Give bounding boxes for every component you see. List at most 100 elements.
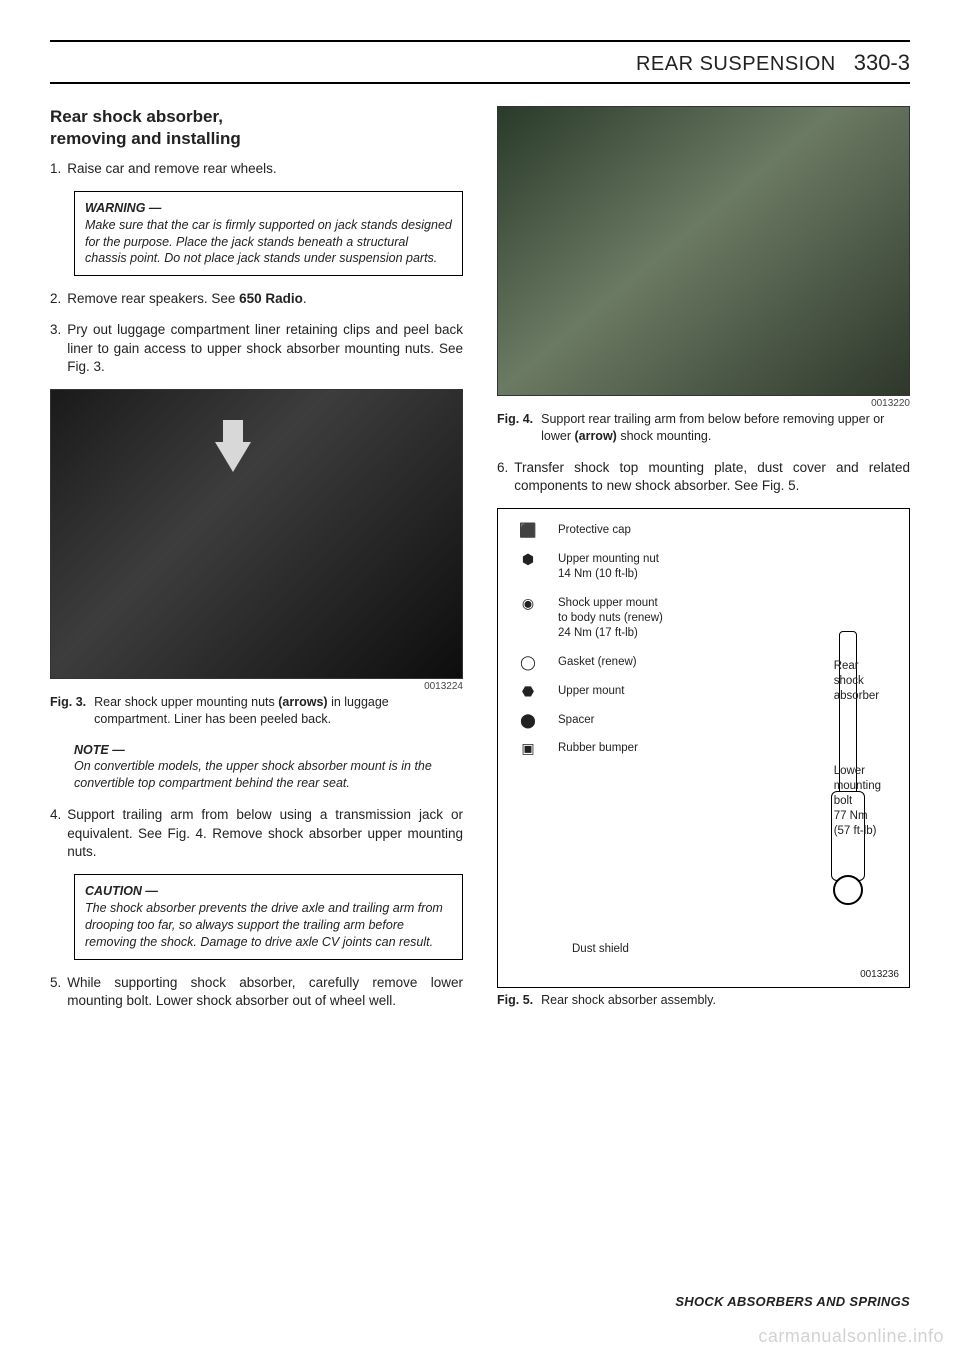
step-text: Pry out luggage compartment liner retain… [67,321,463,377]
fig5-diagram: ⬛ Protective cap ⬢ Upper mounting nut 14… [497,508,910,988]
fig4-text-c: shock mounting. [617,429,712,443]
fig5-text: Rear shock absorber assembly. [541,992,910,1009]
step2-text-a: Remove rear speakers. See [67,291,239,306]
label-rear-shock: Rear shock absorber [834,659,881,704]
label-text: mounting [834,780,881,792]
gasket-icon: ◯ [510,653,546,671]
cap-icon: ⬛ [510,521,546,539]
label-text: Gasket (renew) [558,656,637,668]
fig3-number: Fig. 3. [50,694,86,728]
fig4-caption: Fig. 4. Support rear trailing arm from b… [497,411,910,445]
label-text: 14 Nm (10 ft-lb) [558,568,638,580]
fig3-text: Rear shock upper mounting nuts (arrows) … [94,694,463,728]
label-text: shock [834,675,864,687]
label-dust-shield: Dust shield [572,942,629,957]
step-text: Transfer shock top mounting plate, dust … [514,459,910,496]
fig4-text: Support rear trailing arm from below bef… [541,411,910,445]
step-text: Support trailing arm from below using a … [67,806,463,862]
label-text: Upper mount [558,685,624,697]
mount-icon: ◉ [510,594,546,612]
label-text: bolt [834,795,853,807]
label-upper-nut: ⬢ Upper mounting nut 14 Nm (10 ft-lb) [558,552,748,582]
step-number: 6. [497,459,508,496]
label-text: (57 ft-lb) [834,825,877,837]
uppermount-icon: ⬣ [510,682,546,700]
manual-page: REAR SUSPENSION 330-3 Rear shock absorbe… [0,0,960,1357]
step-number: 5. [50,974,61,1011]
left-column: Rear shock absorber, removing and instal… [50,106,463,1023]
label-upper-mount2: ⬣ Upper mount [558,684,748,699]
arrow-down-icon [215,442,251,472]
heading-line1: Rear shock absorber, [50,107,223,126]
heading-line2: removing and installing [50,129,241,148]
warning-label: WARNING — [85,200,452,217]
label-text: Protective cap [558,524,631,536]
label-gasket: ◯ Gasket (renew) [558,655,748,670]
caution-label: CAUTION — [85,883,452,900]
step-1: 1. Raise car and remove rear wheels. [50,160,463,179]
note-body: On convertible models, the upper shock a… [74,758,463,792]
right-column: 0013220 Fig. 4. Support rear trailing ar… [497,106,910,1023]
label-text: Lower [834,765,865,777]
footer-section-label: SHOCK ABSORBERS AND SPRINGS [675,1294,910,1309]
label-rubber-bumper: ▣ Rubber bumper [558,741,748,756]
step-number: 4. [50,806,61,862]
procedure-heading: Rear shock absorber, removing and instal… [50,106,463,150]
step-text: Raise car and remove rear wheels. [67,160,463,179]
label-text: to body nuts (renew) [558,612,663,624]
fig3-text-a: Rear shock upper mounting nuts [94,695,278,709]
step2-ref: 650 Radio [239,291,303,306]
photo4-id: 0013220 [497,398,910,409]
step-2: 2. Remove rear speakers. See 650 Radio. [50,290,463,309]
step-5: 5. While supporting shock absorber, care… [50,974,463,1011]
fig3-caption: Fig. 3. Rear shock upper mounting nuts (… [50,694,463,728]
fig4-arrow: (arrow) [574,429,616,443]
step-number: 2. [50,290,61,309]
label-text: absorber [834,690,879,702]
label-text: Shock upper mount [558,597,658,609]
label-text: 77 Nm [834,810,868,822]
step2-text-c: . [303,291,307,306]
warning-box: WARNING — Make sure that the car is firm… [74,191,463,277]
step-text: While supporting shock absorber, careful… [67,974,463,1011]
fig5-caption: Fig. 5. Rear shock absorber assembly. [497,992,910,1009]
watermark: carmanualsonline.info [758,1326,944,1347]
label-text: Rubber bumper [558,742,638,754]
label-text: 24 Nm (17 ft-lb) [558,627,638,639]
label-spacer: ⬤ Spacer [558,713,748,728]
diagram-right-labels: Rear shock absorber Lower mounting bolt … [834,659,881,899]
fig3-arrows: (arrows) [278,695,327,709]
label-text: Upper mounting nut [558,553,659,565]
diagram-id: 0013236 [860,968,899,981]
fig4-number: Fig. 4. [497,411,533,445]
step-6: 6. Transfer shock top mounting plate, du… [497,459,910,496]
content-columns: Rear shock absorber, removing and instal… [50,106,910,1023]
caution-box: CAUTION — The shock absorber prevents th… [74,874,463,960]
page-header: REAR SUSPENSION 330-3 [50,50,910,84]
label-lower-bolt: Lower mounting bolt 77 Nm (57 ft-lb) [834,764,881,839]
label-upper-mount: ◉ Shock upper mount to body nuts (renew)… [558,596,748,641]
step-4: 4. Support trailing arm from below using… [50,806,463,862]
header-page-number: 330-3 [854,50,910,76]
label-protective-cap: ⬛ Protective cap [558,523,748,538]
fig5-number: Fig. 5. [497,992,533,1009]
header-section-title: REAR SUSPENSION [636,53,836,76]
spacer-icon: ⬤ [510,711,546,729]
diagram-left-labels: ⬛ Protective cap ⬢ Upper mounting nut 14… [558,523,748,770]
label-text: Rear [834,660,859,672]
note-block: NOTE — On convertible models, the upper … [74,742,463,793]
step-text: Remove rear speakers. See 650 Radio. [67,290,463,309]
photo-fig4 [497,106,910,396]
photo-fig3 [50,389,463,679]
step-number: 1. [50,160,61,179]
label-text: Spacer [558,714,594,726]
caution-body: The shock absorber prevents the drive ax… [85,900,452,951]
note-label: NOTE — [74,742,463,759]
nut-icon: ⬢ [510,550,546,568]
bumper-icon: ▣ [510,739,546,757]
warning-body: Make sure that the car is firmly support… [85,217,452,268]
top-rule [50,40,910,42]
step-3: 3. Pry out luggage compartment liner ret… [50,321,463,377]
photo3-id: 0013224 [50,681,463,692]
step-number: 3. [50,321,61,377]
